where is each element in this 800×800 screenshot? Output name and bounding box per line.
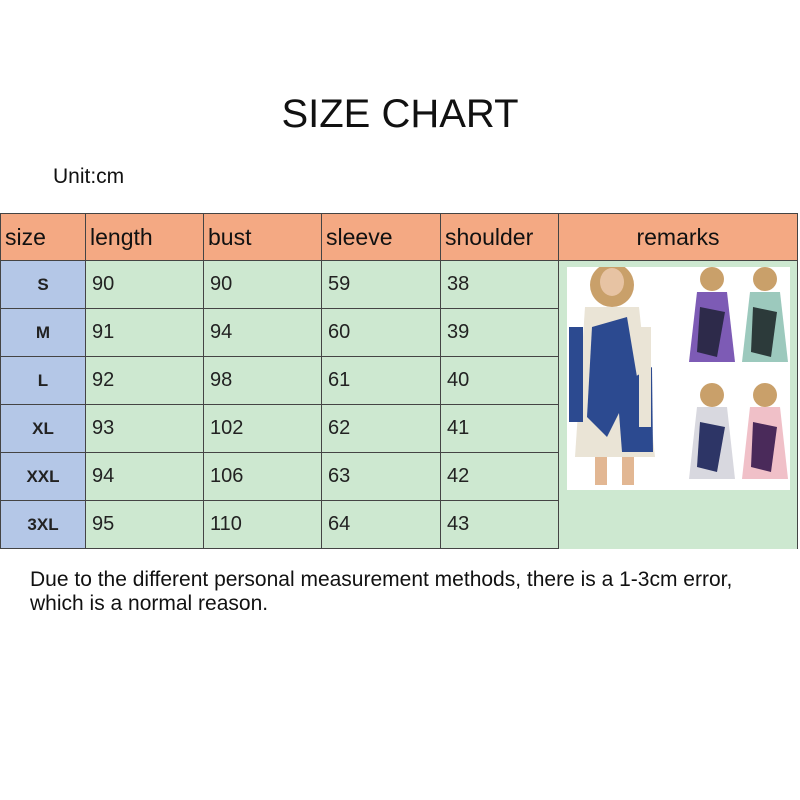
header-row: size length bust sleeve shoulder remarks — [0, 213, 798, 261]
size-cell: 3XL — [0, 500, 86, 549]
table-row: 3XL 95 110 64 43 — [0, 500, 798, 549]
sleeve-cell: 64 — [321, 500, 441, 549]
shoulder-cell: 38 — [440, 260, 559, 309]
bust-cell: 106 — [203, 452, 322, 501]
size-cell: S — [0, 260, 86, 309]
remarks-cell — [558, 260, 798, 549]
header-size: size — [0, 213, 86, 261]
table-row: L 92 98 61 40 — [0, 356, 798, 405]
dress-model-pink — [742, 383, 788, 479]
product-image — [567, 267, 790, 490]
measurement-note: Due to the different personal measuremen… — [30, 568, 733, 615]
shoulder-cell: 40 — [440, 356, 559, 405]
shoulder-cell: 41 — [440, 404, 559, 453]
length-cell: 91 — [85, 308, 204, 357]
length-cell: 94 — [85, 452, 204, 501]
dress-model-navy — [689, 383, 735, 479]
bust-cell: 94 — [203, 308, 322, 357]
bust-cell: 90 — [203, 260, 322, 309]
sleeve-cell: 60 — [321, 308, 441, 357]
sleeve-cell: 59 — [321, 260, 441, 309]
length-cell: 90 — [85, 260, 204, 309]
unit-label: Unit:cm — [53, 165, 125, 188]
bust-cell: 110 — [203, 500, 322, 549]
sleeve-cell: 63 — [321, 452, 441, 501]
bust-cell: 102 — [203, 404, 322, 453]
size-cell: XXL — [0, 452, 86, 501]
page-title: SIZE CHART — [281, 92, 519, 136]
length-cell: 92 — [85, 356, 204, 405]
header-bust: bust — [203, 213, 322, 261]
size-cell: M — [0, 308, 86, 357]
size-cell: XL — [0, 404, 86, 453]
dress-model-teal — [742, 267, 788, 362]
sleeve-cell: 61 — [321, 356, 441, 405]
size-table: size length bust sleeve shoulder remarks… — [0, 213, 798, 549]
shoulder-cell: 39 — [440, 308, 559, 357]
table-row: M 91 94 60 39 — [0, 308, 798, 357]
header-length: length — [85, 213, 204, 261]
bust-cell: 98 — [203, 356, 322, 405]
header-shoulder: shoulder — [440, 213, 559, 261]
shoulder-cell: 43 — [440, 500, 559, 549]
size-cell: L — [0, 356, 86, 405]
sleeve-cell: 62 — [321, 404, 441, 453]
length-cell: 93 — [85, 404, 204, 453]
dress-model-large — [569, 267, 655, 485]
table-row: XXL 94 106 63 42 — [0, 452, 798, 501]
header-sleeve: sleeve — [321, 213, 441, 261]
dress-model-purple — [689, 267, 735, 362]
length-cell: 95 — [85, 500, 204, 549]
table-row: S 90 90 59 38 — [0, 260, 798, 549]
header-remarks: remarks — [558, 213, 798, 261]
shoulder-cell: 42 — [440, 452, 559, 501]
